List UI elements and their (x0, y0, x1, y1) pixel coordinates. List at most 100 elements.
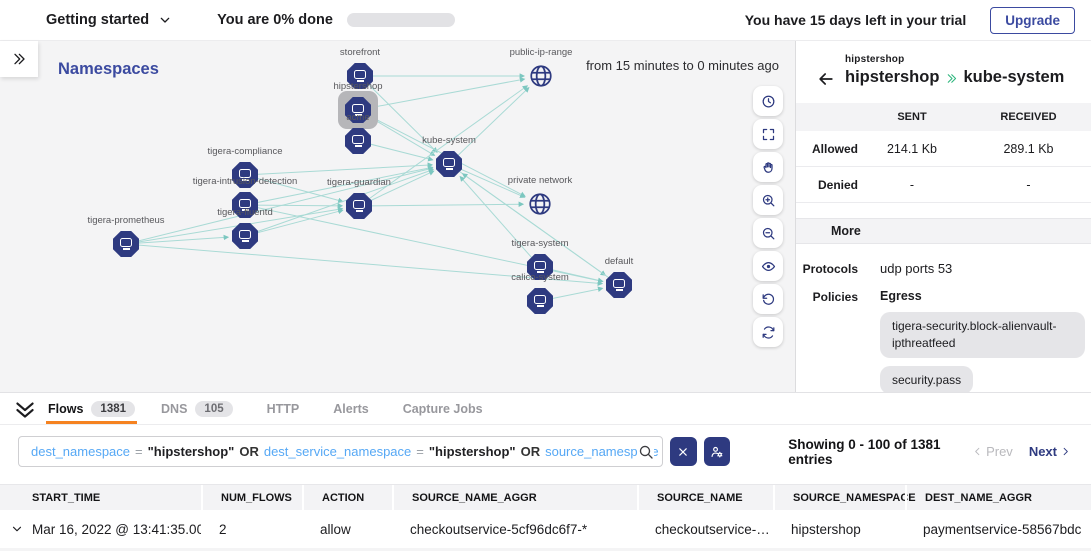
graph-node-storefront[interactable]: storefront (340, 47, 380, 89)
egress-label: Egress (880, 289, 922, 303)
graph-node-tigera-guardian[interactable]: tigera-guardian (327, 177, 391, 219)
tab-dns[interactable]: DNS 105 (159, 393, 235, 424)
row-cell-source_name: checkoutservice-… (655, 521, 770, 537)
expand-row-chevron-icon[interactable] (10, 522, 24, 536)
details-source: hipstershop (845, 68, 940, 86)
graph-node-hipstershop[interactable]: hipstershop (333, 81, 383, 123)
graph-node-label: private network (507, 175, 573, 186)
tab-alerts[interactable]: Alerts (333, 401, 369, 416)
toolbar-button-refresh[interactable] (753, 317, 783, 347)
double-chevron-down-icon (12, 395, 38, 424)
details-heading: hipstershop kube-system (845, 68, 1064, 87)
query-token-field: dest_namespace (31, 444, 131, 459)
next-page-button[interactable]: Next (1029, 444, 1071, 459)
more-section-header: More (796, 218, 1091, 244)
column-header-start_time[interactable]: START_TIME (32, 491, 101, 504)
progress-bar (346, 13, 455, 27)
graph-node-acme[interactable]: acme (345, 112, 371, 154)
zoom-out-icon (761, 226, 776, 241)
stats-col-sent: SENT (897, 111, 927, 123)
column-header-dest_name_aggr[interactable]: DEST_NAME_AGGR (905, 485, 1091, 510)
row-cell-source_name_aggr: checkoutservice-5cf96dc6f7-* (410, 521, 588, 537)
protocols-value: udp ports 53 (880, 261, 953, 276)
graph-node-calico-system[interactable]: calico-system (511, 272, 569, 314)
progress-label: You are 0% done (217, 12, 333, 28)
toolbar-button-zoom-in[interactable] (753, 185, 783, 215)
namespace-icon (527, 288, 553, 314)
stats-row-allowed: Allowed 214.1 Kb 289.1 Kb (796, 131, 1091, 167)
namespace-icon (527, 254, 553, 280)
toolbar-button-zoom-out[interactable] (753, 218, 783, 248)
graph-node-label: tigera-fluentd (217, 207, 273, 218)
row-cell-source_namespace: hipstershop (791, 521, 861, 537)
undo-icon (761, 292, 776, 307)
graph-node-tigera-system[interactable]: tigera-system (511, 238, 569, 280)
column-header-source_name_aggr[interactable]: SOURCE_NAME_AGGR (392, 485, 637, 510)
column-header-source_namespace[interactable]: SOURCE_NAMESPACE (773, 485, 916, 510)
namespace-icon (606, 272, 632, 298)
expand-sidebar-button[interactable] (0, 41, 38, 77)
policy-pill-list: tigera-security.block-alienvault-ipthrea… (880, 312, 1091, 392)
upgrade-button[interactable]: Upgrade (990, 6, 1075, 34)
graph-title: Namespaces (58, 60, 159, 78)
namespace-icon (345, 97, 371, 123)
toolbar-button-clock[interactable] (753, 86, 783, 116)
graph-node-tigera-compliance[interactable]: tigera-compliance (208, 146, 282, 188)
graph-node-label: acme (346, 112, 370, 123)
table-row[interactable]: Mar 16, 2022 @ 13:41:35.000 2 allow checkou… (0, 510, 1091, 548)
namespace-icon (436, 151, 462, 177)
row-cell-start_time: Mar 16, 2022 @ 13:41:35.000 (0, 510, 201, 548)
prev-page-button[interactable]: Prev (972, 444, 1013, 459)
graph-node-label: kube-system (422, 135, 476, 146)
graph-node-tigera-intrusion-detection[interactable]: tigera-intrusion-detection (193, 176, 297, 218)
graph-node-label: public-ip-range (509, 47, 573, 58)
graph-node-private-network[interactable]: private network (508, 175, 572, 217)
namespace-icon (232, 223, 258, 249)
trial-text: You have 15 days left in your trial (744, 12, 967, 28)
tab-http[interactable]: HTTP (266, 401, 300, 416)
clear-query-button[interactable] (670, 437, 697, 466)
toolbar-button-eye[interactable] (753, 251, 783, 281)
collapse-flows-button[interactable] (12, 393, 38, 424)
details-context-label: hipstershop (845, 54, 905, 65)
column-header-action[interactable]: ACTION (302, 485, 392, 510)
graph-node-tigera-fluentd[interactable]: tigera-fluentd (217, 207, 273, 249)
graph-node-public-ip-range[interactable]: public-ip-range (510, 47, 572, 89)
zoom-in-icon (761, 193, 776, 208)
column-header-source_name[interactable]: SOURCE_NAME (637, 485, 773, 510)
query-token-value: "hipstershop" (428, 444, 516, 459)
tab-flows[interactable]: Flows 1381 (46, 393, 138, 424)
graph-node-label: tigera-prometheus (87, 215, 165, 226)
getting-started-dropdown[interactable]: Getting started (46, 12, 173, 28)
top-bar: Getting started You are 0% done You have… (0, 0, 1091, 41)
toolbar-button-fit-screen[interactable] (753, 119, 783, 149)
flows-table-header: START_TIME NUM_FLOWS ACTION SOURCE_NAME_AGG… (0, 484, 1091, 510)
namespace-icon (113, 231, 139, 257)
graph-node-kube-system[interactable]: kube-system (422, 135, 476, 177)
graph-node-tigera-prometheus[interactable]: tigera-prometheus (87, 215, 165, 257)
refresh-icon (761, 325, 776, 340)
toolbar-button-pan[interactable] (753, 152, 783, 182)
filter-row: dest_namespace = "hipstershop" OR dest_servi… (0, 425, 1091, 478)
stats-row-denied: Denied - - (796, 167, 1091, 203)
graph-node-label: tigera-guardian (327, 177, 391, 188)
user-gear-icon (710, 445, 724, 459)
eye-icon (761, 259, 776, 274)
query-token-keyword: OR (520, 444, 541, 459)
graph-node-label: tigera-intrusion-detection (192, 176, 298, 187)
toolbar-button-undo[interactable] (753, 284, 783, 314)
bottom-tabs-bar: Flows 1381 DNS 105 HTTP Alerts Capture J… (0, 392, 1091, 425)
query-token-value: "hipstershop" (147, 444, 235, 459)
time-range-label: from 15 minutes to 0 minutes ago (586, 58, 779, 73)
query-input[interactable]: dest_namespace = "hipstershop" OR dest_servi… (18, 436, 664, 467)
policy-pill[interactable]: tigera-security.block-alienvault-ipthrea… (880, 312, 1085, 358)
user-settings-button[interactable] (703, 437, 731, 466)
traffic-stats-table: SENT RECEIVED Allowed 214.1 Kb 289.1 Kb … (796, 103, 1091, 203)
graph-node-default[interactable]: default (605, 256, 633, 298)
graph-canvas[interactable]: storefront hipstershop acme public-ip-range… (0, 41, 795, 392)
column-header-num_flows[interactable]: NUM_FLOWS (201, 485, 302, 510)
policy-pill[interactable]: security.pass (880, 365, 974, 392)
back-button[interactable] (816, 69, 836, 89)
graph-toolbar (753, 86, 783, 347)
tab-capture-jobs[interactable]: Capture Jobs (402, 401, 483, 416)
